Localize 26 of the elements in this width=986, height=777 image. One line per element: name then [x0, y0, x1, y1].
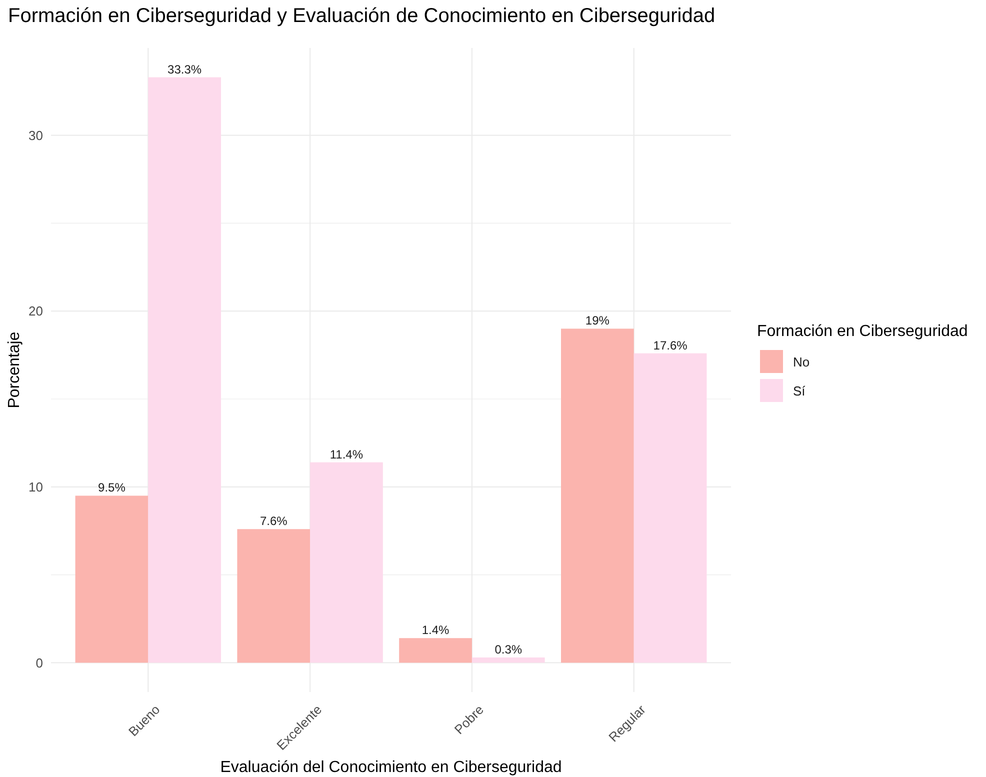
y-tick-label: 0	[36, 655, 43, 670]
bar	[310, 462, 383, 663]
y-axis-title: Porcentaje	[6, 332, 23, 408]
data-label: 19%	[585, 314, 610, 328]
legend-title: Formación en Ciberseguridad	[757, 323, 968, 340]
bar	[561, 328, 634, 663]
data-label: 11.4%	[330, 447, 364, 462]
data-label: 0.3%	[494, 642, 522, 656]
bar	[634, 353, 707, 663]
data-label: 1.4%	[422, 623, 450, 638]
x-axis-title: Evaluación del Conocimiento en Ciberseguridad	[220, 759, 562, 776]
y-tick-label: 30	[28, 128, 43, 143]
data-label: 9.5%	[98, 480, 126, 495]
bar	[399, 638, 472, 663]
legend-label: Sí	[793, 384, 806, 399]
data-label: 7.6%	[260, 514, 288, 528]
legend-label: No	[793, 354, 810, 370]
bar	[148, 77, 221, 663]
y-tick-label: 20	[28, 304, 43, 319]
bar	[237, 529, 310, 663]
data-label: 33.3%	[168, 62, 202, 76]
data-label: 17.6%	[653, 338, 688, 352]
chart-title: Formación en Ciberseguridad y Evaluación de Conocimiento en Ciberseguridad	[8, 5, 716, 27]
bar	[75, 496, 148, 663]
y-tick-label: 10	[28, 479, 43, 494]
bar	[472, 657, 545, 663]
